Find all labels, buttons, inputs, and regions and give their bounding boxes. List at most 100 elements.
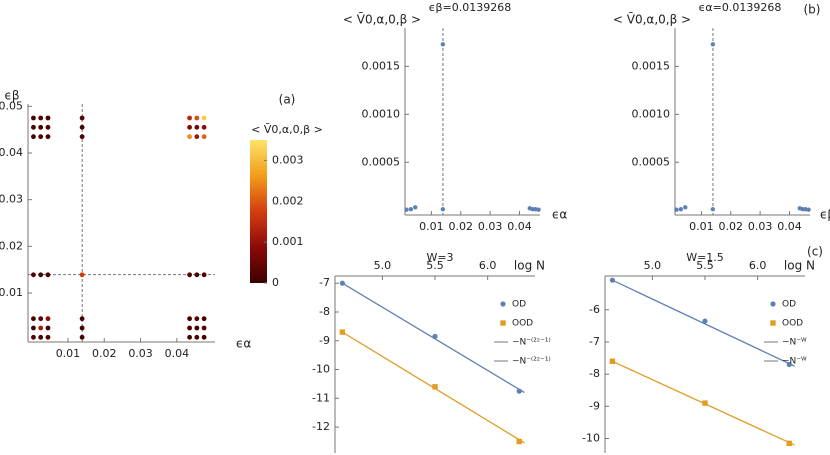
legend-label: ~N⁻ᵂ bbox=[782, 357, 807, 367]
x-tick-label: 0.04 bbox=[165, 347, 190, 360]
point bbox=[79, 325, 85, 331]
colorbar-label: < V̄0,α,0,β > bbox=[251, 123, 323, 136]
point bbox=[38, 124, 44, 130]
point bbox=[194, 316, 200, 322]
y-tick-label: 0.0015 bbox=[632, 59, 671, 72]
point bbox=[201, 115, 207, 121]
point bbox=[38, 134, 44, 140]
fit-line bbox=[342, 282, 525, 394]
y-tick-label: 0.0010 bbox=[362, 107, 401, 120]
y-tick-label: 0.05 bbox=[0, 99, 23, 112]
point bbox=[45, 124, 51, 130]
point bbox=[45, 334, 51, 340]
x-tick-label: 0.04 bbox=[777, 220, 802, 233]
colorbar-tick-label: 0.003 bbox=[272, 153, 304, 166]
legend-label: OOD bbox=[782, 319, 803, 329]
point bbox=[31, 134, 36, 140]
point bbox=[710, 42, 716, 47]
legend-label: OD bbox=[782, 300, 796, 310]
y-tick-label: -6 bbox=[589, 303, 600, 316]
x-tick-label: 0.03 bbox=[478, 220, 503, 233]
legend-swatch bbox=[770, 301, 776, 307]
point bbox=[408, 207, 414, 212]
y-tick-label: 0.0005 bbox=[362, 155, 401, 168]
colorbar-tick-label: 0 bbox=[272, 276, 279, 289]
point bbox=[38, 115, 44, 121]
point bbox=[45, 316, 51, 322]
point bbox=[187, 316, 192, 322]
point bbox=[702, 318, 708, 324]
point bbox=[201, 334, 207, 340]
point bbox=[806, 207, 811, 212]
point bbox=[404, 207, 409, 212]
legend-label: ~N⁻ᵂ bbox=[782, 338, 807, 348]
point bbox=[413, 205, 418, 210]
y-tick-label: -7 bbox=[589, 335, 600, 348]
y-tick-label: -9 bbox=[319, 334, 330, 347]
point bbox=[187, 272, 192, 278]
x-tick-label: 5.5 bbox=[426, 259, 444, 272]
panel-label: (c) bbox=[807, 245, 823, 259]
x-axis-label: log N bbox=[514, 259, 545, 273]
x-tick-label: 5.0 bbox=[374, 259, 392, 272]
point bbox=[79, 316, 85, 322]
x-tick-label: 6.0 bbox=[749, 259, 767, 272]
y-axis-label: < V̄0,α,0,β > bbox=[343, 12, 421, 26]
y-tick-label: 0.0015 bbox=[362, 59, 401, 72]
point bbox=[609, 358, 616, 364]
fit-line bbox=[612, 279, 795, 367]
point bbox=[194, 134, 200, 140]
colorbar-tick-label: 0.002 bbox=[272, 194, 304, 207]
x-tick-label: 0.04 bbox=[507, 220, 532, 233]
point bbox=[187, 124, 192, 130]
x-tick-label: 0.01 bbox=[689, 220, 714, 233]
x-axis-label: ϵβ bbox=[820, 208, 830, 222]
legend-swatch bbox=[500, 320, 506, 326]
point bbox=[440, 207, 446, 212]
x-tick-label: 0.02 bbox=[719, 220, 744, 233]
point bbox=[194, 115, 200, 121]
point bbox=[31, 272, 36, 278]
y-tick-label: -9 bbox=[589, 399, 600, 412]
point bbox=[201, 124, 207, 130]
x-tick-label: 6.0 bbox=[479, 259, 497, 272]
point bbox=[194, 124, 200, 130]
y-tick-label: 0.02 bbox=[0, 239, 23, 252]
x-tick-label: 5.0 bbox=[644, 259, 662, 272]
legend-label: ~N⁻⁽²ᶻ⁻¹⁾ bbox=[512, 338, 551, 348]
point bbox=[674, 207, 679, 212]
point bbox=[79, 334, 85, 340]
y-axis-label: < V̄0,α,0,β > bbox=[613, 12, 691, 26]
point bbox=[79, 134, 85, 140]
x-tick-label: 0.01 bbox=[56, 347, 81, 360]
y-axis-label: ϵβ bbox=[4, 89, 19, 103]
point bbox=[536, 207, 541, 212]
fit-line bbox=[612, 360, 795, 446]
x-tick-label: 0.01 bbox=[419, 220, 444, 233]
point bbox=[38, 316, 44, 322]
point bbox=[683, 205, 688, 210]
x-tick-label: 0.02 bbox=[449, 220, 474, 233]
y-tick-label: 0.01 bbox=[0, 286, 23, 299]
point bbox=[786, 440, 792, 447]
point bbox=[432, 384, 438, 390]
y-tick-label: -10 bbox=[582, 432, 600, 445]
x-tick-label: 0.02 bbox=[92, 347, 117, 360]
y-tick-label: 0.04 bbox=[0, 146, 23, 159]
point bbox=[187, 325, 192, 331]
point bbox=[31, 316, 36, 322]
panel-label: (a) bbox=[279, 93, 296, 107]
chart-title: W=3 bbox=[426, 251, 453, 264]
point bbox=[194, 325, 200, 331]
x-tick-label: 5.5 bbox=[696, 259, 714, 272]
point bbox=[194, 334, 200, 340]
colorbar-tick-label: 0.001 bbox=[272, 235, 304, 248]
y-tick-label: 0.0010 bbox=[632, 107, 671, 120]
point bbox=[201, 316, 207, 322]
x-axis-label: ϵα bbox=[552, 208, 567, 222]
point bbox=[678, 207, 684, 212]
point bbox=[31, 124, 36, 130]
point bbox=[31, 334, 36, 340]
y-tick-label: 0.0005 bbox=[632, 155, 671, 168]
point bbox=[187, 115, 192, 121]
